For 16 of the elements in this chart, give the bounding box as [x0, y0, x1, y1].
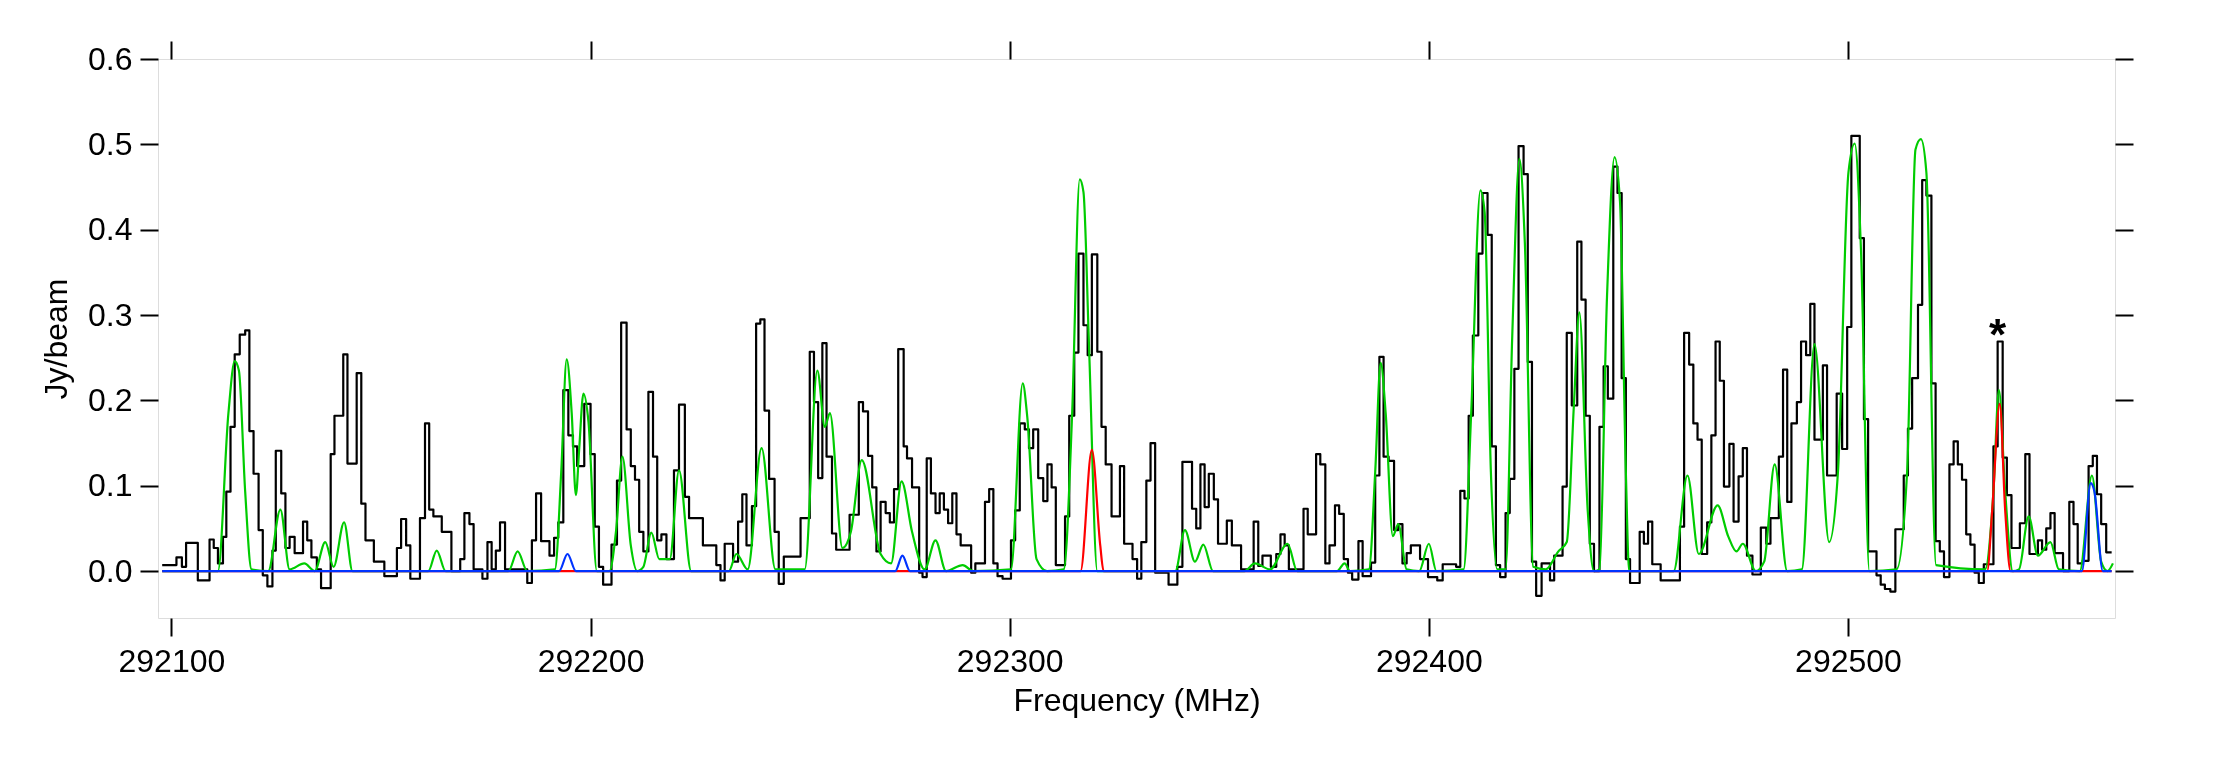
line-series [161, 482, 2113, 573]
y-tick-label: 0.2 [88, 381, 133, 418]
y-tick-label: 0.5 [88, 125, 133, 162]
y-tick-label: 0.6 [88, 40, 133, 77]
y-tick-label: 0.4 [88, 211, 133, 248]
x-tick-label: 292100 [118, 642, 226, 679]
y-tick-label: 0.1 [88, 467, 133, 504]
y-tick-label: 0.0 [88, 552, 133, 589]
x-tick-label: 292500 [1795, 642, 1902, 679]
annotation: * [1989, 310, 2008, 360]
y-axis-title: Jy/beam [38, 278, 75, 400]
x-tick-label: 292200 [537, 642, 645, 679]
y-tick-label: 0.3 [88, 296, 133, 333]
x-tick-label: 292300 [956, 642, 1064, 679]
x-tick-label: 292400 [1375, 642, 1483, 679]
x-axis-title: Frequency (MHz) [1013, 681, 1261, 718]
